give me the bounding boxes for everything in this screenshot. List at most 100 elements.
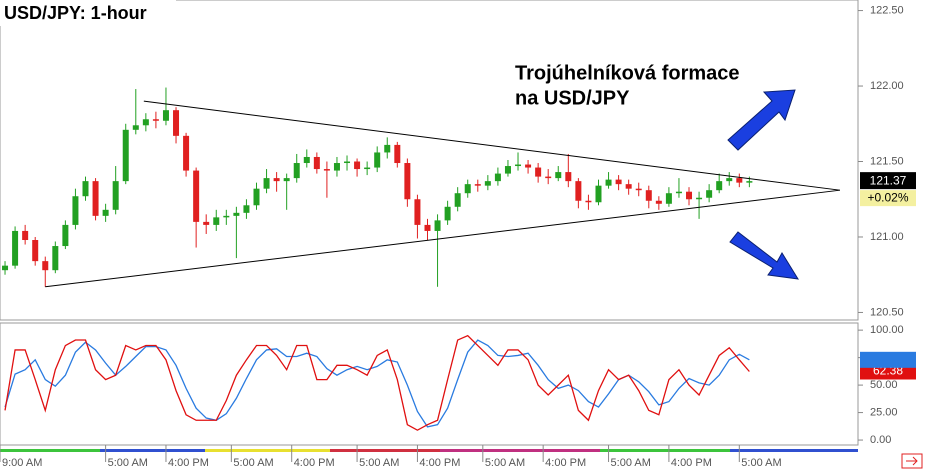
candle-body [273, 178, 280, 182]
x-tick-label: 5:00 AM [359, 457, 399, 469]
candle-body [233, 212, 240, 216]
candle-body [42, 261, 49, 271]
candle-body [444, 206, 451, 221]
candle-body [575, 181, 582, 201]
candle-body [364, 167, 371, 170]
candle-body [635, 188, 642, 191]
candle-body [152, 119, 159, 121]
x-tick-label: 5:00 AM [741, 457, 781, 469]
arrow-up [727, 89, 796, 151]
candle-body [303, 156, 310, 164]
y-tick-label: 0.00 [870, 434, 891, 446]
y-tick-label: 120.50 [870, 306, 904, 318]
candle-body [354, 161, 361, 170]
candle-body [515, 164, 522, 167]
candle-body [716, 181, 723, 191]
x-tick-label: 4:00 PM [294, 457, 335, 469]
session-bar [0, 449, 858, 452]
candle-body [62, 224, 69, 247]
y-tick-label: 121.00 [870, 231, 904, 243]
x-tick-label: 5:00 AM [611, 457, 651, 469]
x-tick-label: 4:00 PM [671, 457, 712, 469]
candle-body [203, 221, 210, 225]
candle-body [173, 110, 180, 136]
candle-body [736, 178, 743, 183]
candle-body [696, 197, 703, 200]
candle-body [333, 163, 340, 171]
candle-body [404, 163, 411, 200]
price-panel [0, 0, 859, 321]
candle-body [655, 200, 662, 204]
candle-body [82, 181, 89, 197]
candle-body [32, 240, 39, 262]
candle-body [464, 184, 471, 194]
candle-body [384, 144, 391, 153]
candle-body [454, 193, 461, 207]
price-tag [860, 172, 916, 190]
candle-body [263, 178, 270, 189]
candle-body [545, 176, 552, 179]
x-tick-label: 9:00 AM [2, 457, 42, 469]
candle-body [102, 209, 109, 216]
candle-body [122, 129, 129, 182]
scroll-icon [906, 456, 918, 466]
candle-body [424, 224, 431, 231]
candle-body [595, 185, 602, 203]
candle-body [213, 217, 220, 225]
candle-body [525, 164, 532, 168]
candle-body [615, 179, 622, 185]
candle-body [162, 110, 169, 121]
trendline [45, 189, 840, 288]
candle-body [132, 125, 139, 130]
x-tick-label: 5:00 AM [233, 457, 273, 469]
candle-body [283, 178, 290, 182]
candle-body [142, 119, 149, 126]
y-tick-label: 122.00 [870, 80, 904, 92]
candle-body [686, 191, 693, 200]
candle-body [112, 181, 119, 210]
x-tick-label: 5:00 AM [108, 457, 148, 469]
candle-body [183, 135, 190, 171]
candle-body [434, 220, 441, 231]
candle-body [323, 169, 330, 171]
x-tick-label: 4:00 PM [419, 457, 460, 469]
candle-body [414, 199, 421, 225]
candle-body [223, 215, 230, 218]
y-tick-label: 121.50 [870, 155, 904, 167]
candle-body [92, 181, 99, 216]
candle-body [293, 163, 300, 179]
candle-body [585, 200, 592, 203]
candle-body [22, 230, 29, 240]
candle-body [374, 152, 381, 168]
candle-body [474, 184, 481, 186]
x-tick-label: 4:00 PM [168, 457, 209, 469]
candle-body [313, 156, 320, 170]
chart-title: USD/JPY: 1-hour [4, 3, 147, 23]
candle-body [706, 190, 713, 198]
title-box [0, 0, 176, 26]
x-tick-label: 5:00 AM [485, 457, 525, 469]
candle-body [645, 190, 652, 201]
candle-body [555, 172, 562, 179]
candle-body [394, 144, 401, 164]
change-tag-label: +0.02% [867, 190, 908, 204]
candle-body [484, 181, 491, 186]
oscillator-line [4, 334, 750, 431]
candle-body [726, 178, 733, 182]
candle-body [52, 246, 59, 271]
y-tick-label: 25.00 [870, 406, 898, 418]
candle-body [675, 191, 682, 194]
candle-body [344, 161, 351, 164]
annotation: na USD/JPY [515, 87, 630, 109]
candle-body [535, 167, 542, 177]
trendline [143, 100, 840, 191]
candle-body [625, 184, 632, 189]
arrow-down [729, 231, 799, 280]
candle-body [605, 179, 612, 186]
price-tag-label: 121.37 [870, 173, 907, 187]
candle-body [193, 170, 200, 222]
candle-body [494, 173, 501, 182]
y-tick-label: 122.50 [870, 4, 904, 16]
candle-body [72, 196, 79, 225]
